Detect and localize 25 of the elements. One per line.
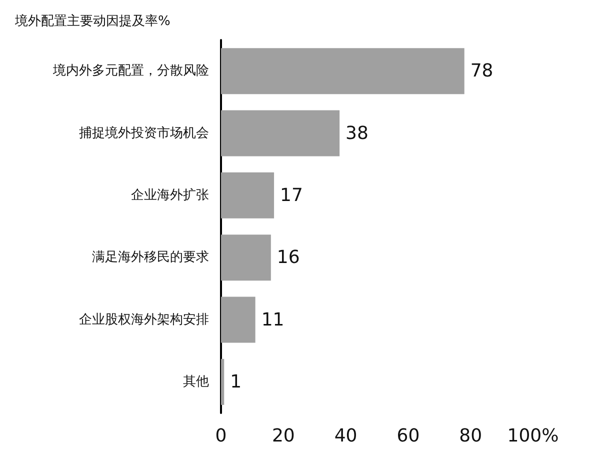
y-tick-label: 其他 [183,374,209,390]
x-tick-label: 100% [507,426,559,446]
data-label: 1 [230,371,242,392]
y-tick-label: 境内外多元配置，分散风险 [52,62,209,79]
bar [221,172,274,218]
bar [221,48,464,94]
data-label: 38 [346,122,368,144]
bar [221,234,271,281]
bar [221,110,340,156]
y-tick-label: 满足海外移民的要求 [92,250,209,266]
x-tick-label: 40 [334,426,358,446]
y-tick-label: 企业海外扩张 [131,188,209,203]
data-label: 16 [276,247,300,268]
data-label: 78 [470,60,494,82]
x-tick-label: 20 [272,426,295,446]
x-tick-label: 80 [459,426,482,446]
y-tick-label: 企业股权海外架构安排 [79,311,209,328]
data-label: 11 [261,309,284,330]
text: 境外配置主要动因提及率% [14,13,170,29]
x-tick-label: 60 [396,426,420,446]
bar [221,296,256,343]
bar [221,358,224,405]
x-tick-label: 0 [215,426,227,446]
y-tick-label: 捕捉境外投资市场机会 [79,124,209,141]
data-label: 17 [280,184,303,206]
